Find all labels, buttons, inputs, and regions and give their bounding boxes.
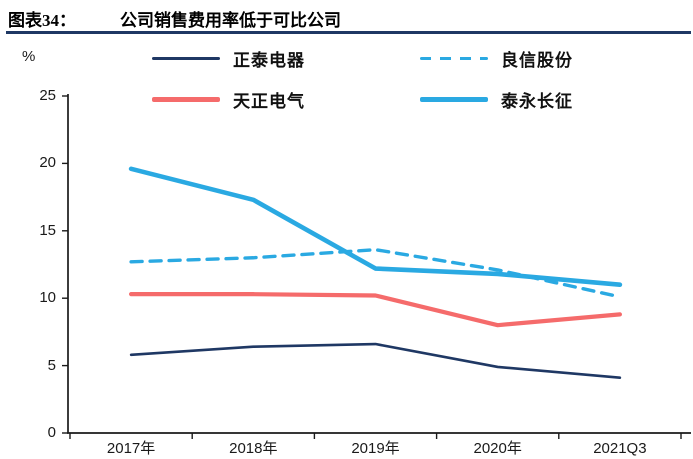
legend-line-sample (420, 56, 488, 61)
series-line-4 (128, 166, 623, 288)
y-tick-label: 10 (39, 289, 56, 307)
legend-item-4: 泰永长征 (420, 87, 573, 112)
legend-item-2: 良信股份 (420, 46, 573, 71)
y-tick-label: 5 (47, 356, 56, 374)
y-tick-label: 20 (39, 154, 56, 172)
series-line-1 (129, 342, 622, 380)
legend-series-label: 泰永长征 (501, 92, 573, 111)
chart-legend: 正泰电器 良信股份天正电气 泰永长征 (152, 46, 573, 112)
legend-series-label: 正泰电器 (233, 51, 305, 70)
figure-header: 图表34： 公司销售费用率低于可比公司 (8, 6, 341, 31)
series-line-2 (129, 247, 622, 299)
series-line-3 (129, 292, 623, 328)
legend-line-sample (420, 97, 488, 102)
title-underline-rule (6, 31, 691, 34)
y-tick-label: 25 (39, 87, 56, 104)
figure-title: 公司销售费用率低于可比公司 (120, 11, 341, 30)
x-tick-label: 2019年 (351, 440, 400, 457)
legend-series-label: 天正电气 (233, 92, 305, 111)
y-axis-unit-label: % (22, 48, 36, 65)
legend-line-sample (152, 57, 220, 60)
y-tick-label: 15 (39, 221, 56, 239)
legend-series-label: 良信股份 (501, 51, 573, 70)
legend-item-3: 天正电气 (152, 87, 420, 112)
y-tick-label: 0 (47, 424, 56, 441)
x-tick-label: 2021Q3 (593, 440, 647, 457)
legend-item-1: 正泰电器 (152, 46, 420, 71)
figure-label: 图表34： (8, 11, 76, 30)
x-tick-label: 2020年 (473, 440, 522, 457)
x-tick-label: 2018年 (229, 440, 278, 457)
legend-line-sample (152, 97, 220, 102)
x-tick-label: 2017年 (106, 440, 156, 457)
